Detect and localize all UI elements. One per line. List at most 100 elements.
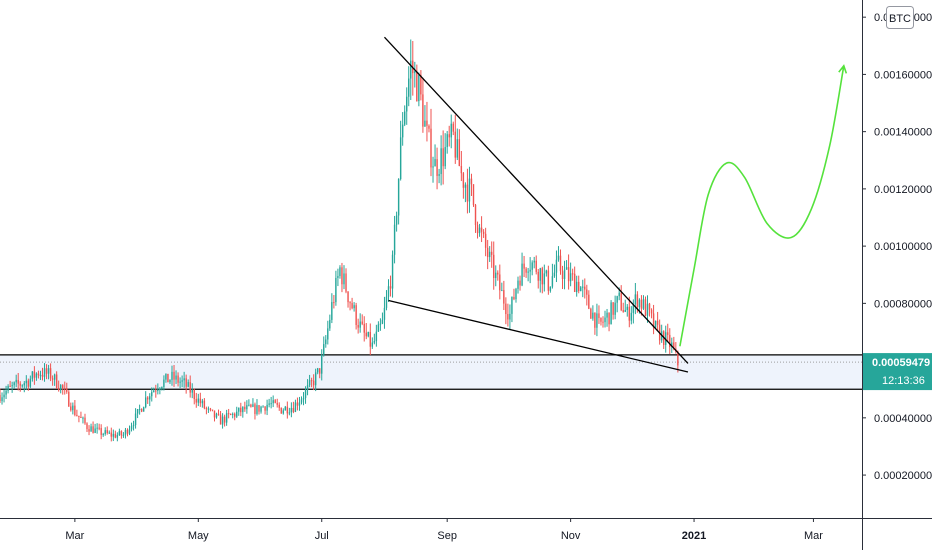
candle-body xyxy=(391,254,394,289)
candle-body xyxy=(561,271,564,279)
candle-body xyxy=(505,303,507,315)
candle-body xyxy=(426,120,428,126)
candle-body xyxy=(244,406,246,410)
candle-body xyxy=(671,342,673,348)
candle-body xyxy=(395,215,398,225)
candle-body xyxy=(1,397,3,402)
candle-body xyxy=(588,294,590,309)
candle-body xyxy=(642,299,645,309)
candle-body xyxy=(399,137,402,180)
candle-body xyxy=(256,405,258,414)
candle-body xyxy=(634,294,637,305)
candle-body xyxy=(369,332,372,347)
candle-body xyxy=(480,227,483,232)
candle-body xyxy=(219,414,222,425)
candle-body xyxy=(371,342,374,347)
candle-body xyxy=(327,328,329,340)
candle-body xyxy=(442,148,444,167)
candle-body xyxy=(555,259,558,273)
candle-body xyxy=(636,294,639,308)
candle-body xyxy=(76,414,78,416)
candle-body xyxy=(266,404,268,411)
candle-body xyxy=(493,254,495,279)
candle-body xyxy=(355,305,357,325)
forecast-arrowhead xyxy=(838,64,848,74)
candle-body xyxy=(673,342,675,349)
candle-body xyxy=(252,404,254,407)
candle-body xyxy=(519,280,521,286)
candle-body xyxy=(622,310,624,312)
candle-body xyxy=(276,402,278,405)
candle-body xyxy=(616,296,618,303)
candle-body xyxy=(329,319,331,329)
candle-body xyxy=(306,385,309,390)
candle-body xyxy=(163,379,165,387)
candle-body xyxy=(11,385,13,387)
candle-body xyxy=(27,380,30,387)
candle-body xyxy=(501,290,503,292)
candle-body xyxy=(203,400,206,409)
last-price-countdown: 12:13:36 xyxy=(882,375,925,387)
candle-body xyxy=(193,390,195,400)
candle-body xyxy=(199,398,202,404)
candle-body xyxy=(408,78,410,97)
candle-body xyxy=(120,431,123,436)
candle-body xyxy=(486,247,489,258)
candle-body xyxy=(478,227,481,234)
candle-body xyxy=(573,273,576,293)
candle-body xyxy=(497,272,499,275)
candle-body xyxy=(124,429,127,435)
candle-body xyxy=(559,255,562,272)
candle-body xyxy=(531,262,533,270)
candle-body xyxy=(397,179,400,216)
candle-body xyxy=(359,321,361,328)
candle-body xyxy=(260,406,262,412)
candle-body xyxy=(201,400,204,404)
candle-body xyxy=(551,276,554,287)
currency-badge-label: BTC xyxy=(889,13,911,25)
candle-body xyxy=(513,296,515,300)
candle-body xyxy=(39,374,42,376)
candle-body xyxy=(88,429,90,432)
candle-body xyxy=(80,416,82,418)
candle-body xyxy=(292,407,295,412)
candle-body xyxy=(72,405,74,411)
candle-body xyxy=(64,388,66,390)
candle-body xyxy=(596,313,598,328)
candle-body xyxy=(650,309,653,314)
wedge-upper-trendline xyxy=(383,36,689,364)
candle-body xyxy=(620,292,622,311)
time-tick-label: May xyxy=(188,530,209,542)
support-zone-fill xyxy=(0,354,862,390)
candle-body xyxy=(401,124,404,138)
candle-body xyxy=(584,286,586,290)
candle-body xyxy=(509,313,511,320)
candle-body xyxy=(136,409,139,414)
time-tick-label: Mar xyxy=(65,530,84,542)
candle-body xyxy=(646,303,649,316)
candle-body xyxy=(5,390,7,395)
candle-body xyxy=(488,251,491,258)
candle-body xyxy=(112,433,115,437)
candle-body xyxy=(13,382,15,386)
candle-body xyxy=(565,267,568,270)
candle-body xyxy=(640,299,643,309)
candle-body xyxy=(357,324,359,328)
candle-body xyxy=(314,372,317,386)
candle-body xyxy=(403,111,406,125)
candle-body xyxy=(280,407,282,414)
candle-body xyxy=(436,159,438,176)
time-tick-label: Jul xyxy=(315,530,329,542)
candle-body xyxy=(416,71,418,102)
candle-body xyxy=(49,368,52,379)
candle-body xyxy=(333,302,335,304)
candle-body xyxy=(353,305,355,309)
candle-body xyxy=(482,231,485,234)
candle-body xyxy=(78,415,80,417)
candle-body xyxy=(161,386,163,389)
candle-body xyxy=(290,407,293,413)
candle-body xyxy=(406,96,408,112)
candle-body xyxy=(144,397,147,408)
